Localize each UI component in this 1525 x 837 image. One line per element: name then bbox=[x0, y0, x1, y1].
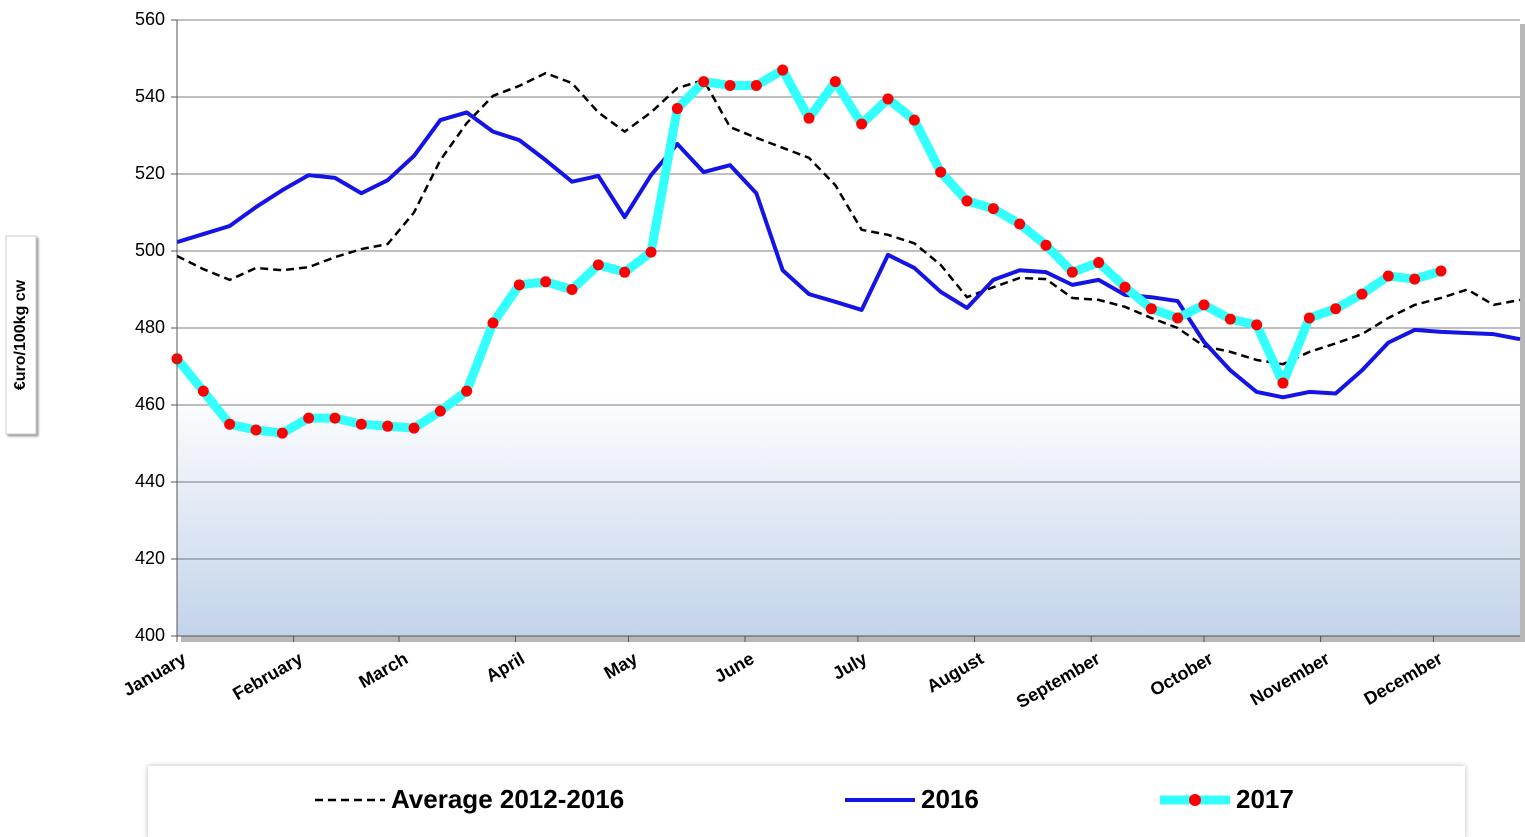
marker bbox=[777, 64, 789, 76]
legend-marker bbox=[1189, 794, 1201, 806]
marker bbox=[750, 79, 762, 91]
x-tick-label: October bbox=[1147, 648, 1217, 700]
marker bbox=[1119, 281, 1131, 293]
marker bbox=[1382, 270, 1394, 282]
marker bbox=[1198, 299, 1210, 311]
marker bbox=[382, 420, 394, 432]
y-axis-label: €uro/100kg cw bbox=[12, 279, 29, 390]
x-tick-label: July bbox=[829, 648, 870, 683]
marker bbox=[829, 76, 841, 88]
marker bbox=[1093, 257, 1105, 269]
marker bbox=[487, 317, 499, 329]
marker bbox=[1409, 273, 1421, 285]
x-tick-label: June bbox=[711, 648, 757, 686]
y-tick-label: 480 bbox=[135, 317, 165, 337]
marker bbox=[408, 422, 420, 434]
marker bbox=[461, 385, 473, 397]
legend-label: 2017 bbox=[1236, 784, 1294, 814]
marker bbox=[671, 103, 683, 115]
x-tick-label: February bbox=[229, 648, 306, 704]
marker bbox=[1277, 377, 1289, 389]
marker bbox=[355, 418, 367, 430]
x-tick-label: December bbox=[1360, 648, 1445, 709]
marker bbox=[540, 276, 552, 288]
marker bbox=[434, 405, 446, 417]
marker bbox=[250, 424, 262, 436]
x-tick-label: April bbox=[482, 648, 528, 686]
marker bbox=[619, 266, 631, 278]
marker bbox=[1303, 312, 1315, 324]
marker bbox=[698, 76, 710, 88]
marker bbox=[592, 259, 604, 271]
marker bbox=[856, 118, 868, 130]
marker bbox=[961, 195, 973, 207]
y-tick-label: 520 bbox=[135, 163, 165, 183]
x-tick-label: March bbox=[355, 648, 411, 692]
x-tick-label: August bbox=[923, 648, 987, 696]
marker bbox=[908, 114, 920, 126]
marker bbox=[803, 112, 815, 124]
marker bbox=[1224, 313, 1236, 325]
y-tick-label: 500 bbox=[135, 240, 165, 260]
marker bbox=[276, 427, 288, 439]
y-tick-label: 560 bbox=[135, 9, 165, 29]
y-tick-label: 400 bbox=[135, 625, 165, 645]
y-tick-label: 440 bbox=[135, 471, 165, 491]
y-tick-label: 540 bbox=[135, 86, 165, 106]
y-label-box bbox=[5, 235, 37, 435]
marker bbox=[224, 418, 236, 430]
marker bbox=[935, 166, 947, 178]
marker bbox=[329, 412, 341, 424]
legend-box bbox=[148, 766, 1465, 837]
legend: Average 2012-2016 2016 2017 bbox=[315, 784, 1294, 814]
marker bbox=[1330, 303, 1342, 315]
marker bbox=[1014, 218, 1026, 230]
marker bbox=[724, 79, 736, 91]
y-tick-label: 420 bbox=[135, 548, 165, 568]
marker bbox=[1145, 303, 1157, 315]
marker bbox=[987, 203, 999, 215]
x-tick-label: May bbox=[600, 648, 640, 683]
marker bbox=[645, 246, 657, 258]
marker bbox=[1040, 239, 1052, 251]
marker bbox=[303, 412, 315, 424]
legend-label: Average 2012-2016 bbox=[391, 784, 624, 814]
marker bbox=[513, 279, 525, 291]
marker bbox=[882, 93, 894, 105]
marker bbox=[1066, 266, 1078, 278]
x-tick-label: January bbox=[120, 648, 190, 700]
marker bbox=[1356, 288, 1368, 300]
series-line bbox=[176, 110, 1521, 400]
marker bbox=[566, 284, 578, 295]
marker bbox=[1251, 319, 1263, 331]
marker bbox=[1435, 265, 1447, 277]
legend-label: 2016 bbox=[921, 784, 979, 814]
marker bbox=[1172, 312, 1184, 324]
x-tick-label: November bbox=[1247, 648, 1333, 709]
y-tick-label: 460 bbox=[135, 394, 165, 414]
x-tick-label: September bbox=[1013, 648, 1104, 712]
marker bbox=[197, 385, 209, 397]
lines bbox=[171, 64, 1521, 439]
